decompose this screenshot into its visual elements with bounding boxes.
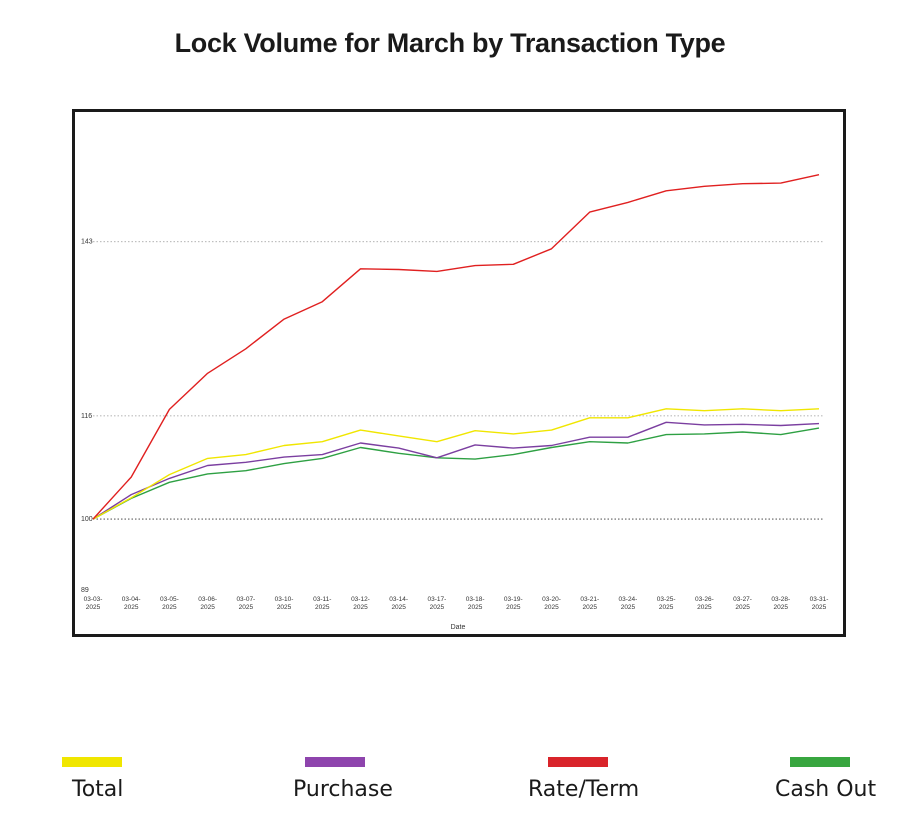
- legend-swatch: [305, 757, 365, 767]
- x-tick-label: 03-04-2025: [122, 596, 141, 611]
- y-tick-label: 116: [81, 413, 92, 420]
- x-tick-label: 03-03-2025: [84, 596, 103, 611]
- x-tick-label: 03-05-2025: [160, 596, 179, 611]
- x-tick-label: 03-06-2025: [198, 596, 217, 611]
- x-tick-label: 03-18-2025: [466, 596, 485, 611]
- x-tick-label: 03-17-2025: [427, 596, 446, 611]
- x-tick-label: 03-28-2025: [771, 596, 790, 611]
- x-tick-label: 03-21-2025: [580, 596, 599, 611]
- x-tick-label: 03-12-2025: [351, 596, 370, 611]
- series-line-purchase: [92, 421, 820, 520]
- x-tick-label: 03-07-2025: [236, 596, 255, 611]
- legend-swatch: [790, 757, 850, 767]
- legend-swatch: [548, 757, 608, 767]
- legend: Total Purchase Rate/Term Cash Out: [0, 757, 900, 817]
- x-tick-label: 03-10-2025: [275, 596, 294, 611]
- legend-label: Total: [72, 777, 124, 802]
- x-axis-label: Date: [451, 624, 466, 631]
- y-tick-label: 89: [81, 587, 89, 594]
- chart-title: Lock Volume for March by Transaction Typ…: [174, 28, 726, 58]
- series-line-cash-out: [92, 427, 820, 520]
- legend-swatch: [62, 757, 122, 767]
- x-tick-label: 03-27-2025: [733, 596, 752, 611]
- legend-label: Purchase: [293, 777, 393, 802]
- y-tick-label: 100: [81, 516, 93, 523]
- x-tick-label: 03-19-2025: [504, 596, 523, 611]
- x-tick-label: 03-31-2025: [810, 596, 829, 611]
- legend-label: Rate/Term: [528, 777, 640, 802]
- series-line-total: [92, 408, 820, 520]
- x-tick-label: 03-25-2025: [657, 596, 676, 611]
- x-tick-label: 03-14-2025: [389, 596, 408, 611]
- x-tick-label: 03-26-2025: [695, 596, 714, 611]
- chart-frame: 89 100 116 143 03-03-2025 03-04-2025 03-05-202…: [72, 109, 846, 637]
- x-tick-label: 03-20-2025: [542, 596, 561, 611]
- y-tick-label: 143: [81, 239, 93, 246]
- x-tick-label: 03-24-2025: [619, 596, 638, 611]
- legend-label: Cash Out: [775, 777, 877, 802]
- series-line-rate-term: [92, 174, 820, 520]
- line-chart: 89 100 116 143 03-03-2025 03-04-2025 03-05-202…: [81, 174, 829, 631]
- x-tick-label: 03-11-2025: [313, 596, 331, 611]
